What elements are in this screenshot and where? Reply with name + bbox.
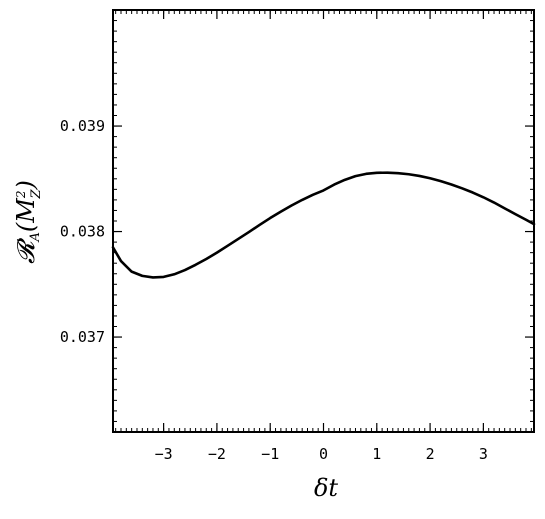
y-tick-labels: 0.037 0.038 0.039	[60, 117, 105, 346]
y-axis-title-mass-letter: M	[12, 197, 40, 224]
x-tick-label: −1	[261, 445, 279, 463]
x-tick-label: −3	[155, 445, 173, 463]
x-tick-labels: −3 −2 −1 0 1 2 3	[155, 445, 488, 463]
y-tick-label: 0.037	[60, 328, 105, 346]
minor-ticks	[113, 9, 534, 433]
y-tick-label: 0.038	[60, 223, 105, 241]
x-tick-label: 0	[319, 445, 328, 463]
y-axis-title: 𝓡A(M2Z)	[12, 180, 44, 264]
y-axis-title-close-paren: )	[12, 180, 40, 190]
x-tick-label: −2	[208, 445, 226, 463]
x-tick-label: 3	[479, 445, 488, 463]
y-axis-title-mass-subscript: Z	[29, 189, 44, 200]
y-axis-title-mass-superscript: 2	[14, 191, 28, 200]
y-axis-title-subscript: A	[28, 232, 43, 242]
x-axis-title: δt	[314, 474, 338, 502]
plot-frame	[112, 9, 535, 433]
y-tick-label: 0.039	[60, 117, 105, 135]
y-axis-title-open-paren: (	[12, 222, 40, 232]
major-ticks	[113, 10, 534, 432]
x-tick-label: 2	[426, 445, 435, 463]
series-line	[111, 171, 536, 279]
x-tick-label: 1	[372, 445, 381, 463]
